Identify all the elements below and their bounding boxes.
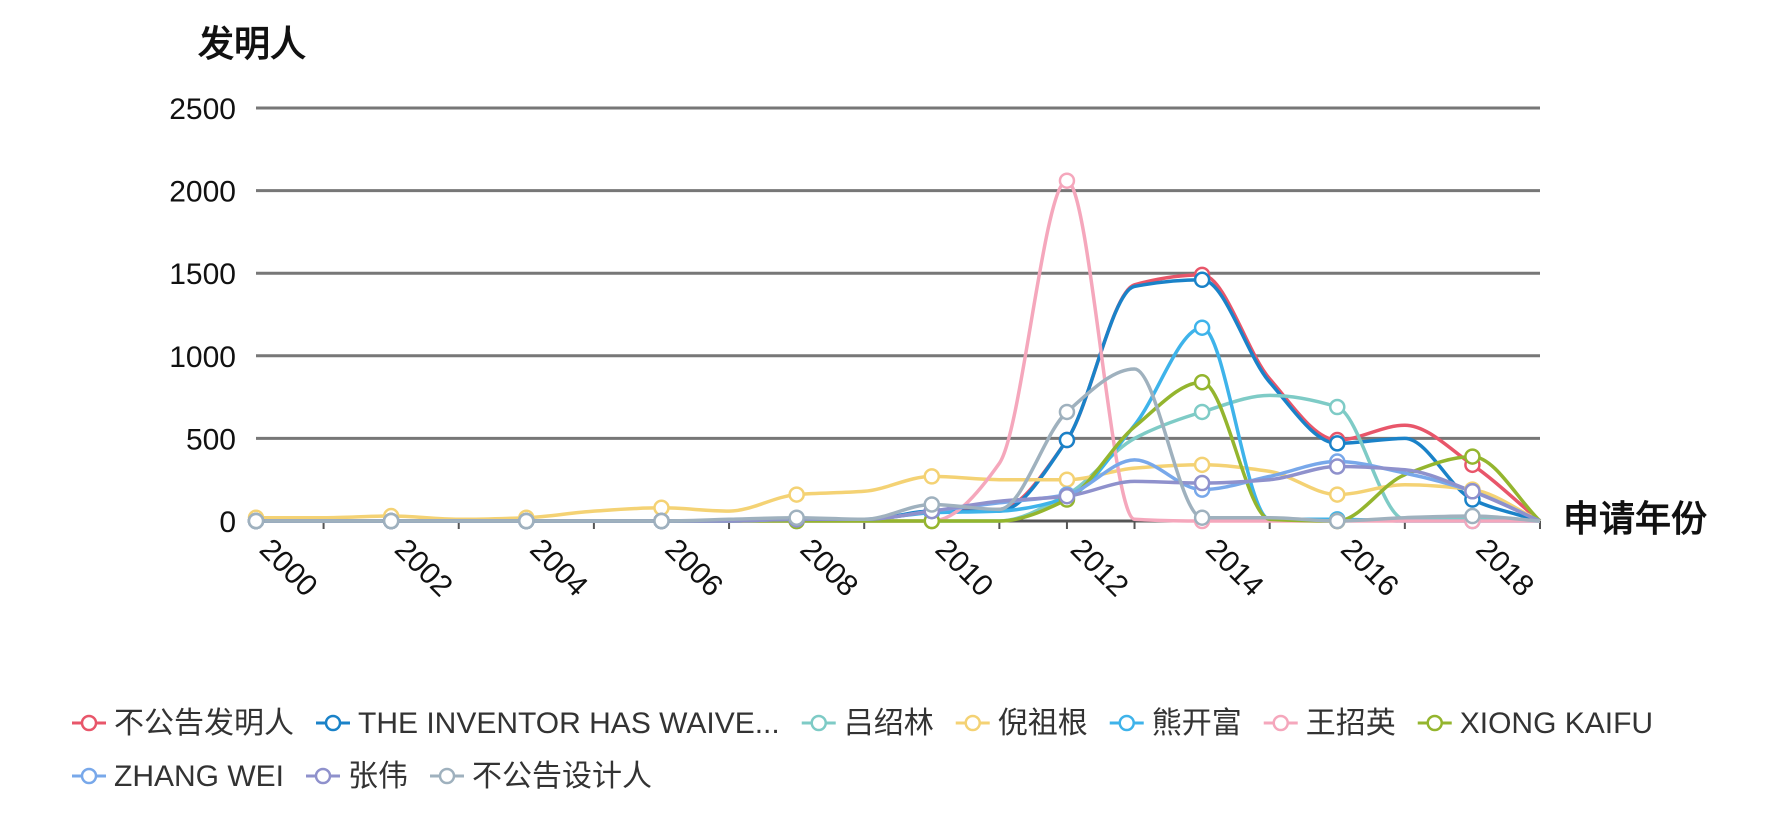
- y-tick-label: 500: [186, 423, 236, 456]
- series-line-6[interactable]: [256, 382, 1540, 521]
- legend-marker: [440, 769, 454, 783]
- x-tick-label: 2014: [1199, 533, 1270, 604]
- legend-marker: [82, 769, 96, 783]
- data-point[interactable]: [1195, 405, 1209, 419]
- legend-marker: [316, 769, 330, 783]
- grid-lines: [256, 108, 1540, 521]
- legend-label: THE INVENTOR HAS WAIVE...: [358, 707, 780, 740]
- data-point[interactable]: [654, 514, 668, 528]
- legend-marker: [1120, 716, 1134, 730]
- series-line-5[interactable]: [256, 181, 1540, 521]
- data-point[interactable]: [1330, 436, 1344, 450]
- legend-label: 不公告设计人: [472, 760, 652, 793]
- x-tick-label: 2018: [1469, 533, 1540, 604]
- legend-item[interactable]: 吕绍林: [802, 707, 934, 740]
- data-point[interactable]: [1060, 489, 1074, 503]
- data-point[interactable]: [1195, 375, 1209, 389]
- data-point[interactable]: [1060, 405, 1074, 419]
- series-line-2[interactable]: [256, 395, 1540, 521]
- x-tick-label: 2016: [1334, 533, 1405, 604]
- x-tick-label: 2010: [929, 533, 1000, 604]
- legend-item[interactable]: 不公告设计人: [430, 760, 652, 793]
- data-point[interactable]: [1465, 450, 1479, 464]
- legend-marker: [1274, 716, 1288, 730]
- legend-label: 不公告发明人: [114, 707, 294, 740]
- data-point[interactable]: [1195, 511, 1209, 525]
- data-point[interactable]: [654, 501, 668, 515]
- y-tick-label: 2500: [169, 93, 236, 126]
- data-point[interactable]: [384, 514, 398, 528]
- data-point[interactable]: [790, 511, 804, 525]
- series-line-9[interactable]: [256, 369, 1540, 521]
- legend-item[interactable]: ZHANG WEI: [72, 760, 284, 793]
- data-point[interactable]: [1060, 433, 1074, 447]
- x-tick-label: 2012: [1064, 533, 1135, 604]
- legend-label: XIONG KAIFU: [1460, 707, 1653, 740]
- legend-label: 倪祖根: [998, 707, 1088, 740]
- x-axis-title: 申请年份: [1563, 498, 1707, 539]
- data-point[interactable]: [925, 469, 939, 483]
- legend-label: 吕绍林: [844, 707, 934, 740]
- legend-item[interactable]: 熊开富: [1110, 707, 1242, 740]
- legend-item[interactable]: 不公告发明人: [72, 707, 294, 740]
- legend-marker: [82, 716, 96, 730]
- data-point[interactable]: [1060, 174, 1074, 188]
- data-point[interactable]: [1195, 458, 1209, 472]
- legend-marker: [326, 716, 340, 730]
- x-tick-label: 2000: [253, 533, 324, 604]
- legend-label: 张伟: [348, 760, 408, 793]
- legend-item[interactable]: XIONG KAIFU: [1418, 707, 1653, 740]
- legend-item[interactable]: 倪祖根: [956, 707, 1088, 740]
- data-point[interactable]: [1465, 509, 1479, 523]
- data-point[interactable]: [1330, 488, 1344, 502]
- data-point[interactable]: [1465, 484, 1479, 498]
- y-axis-title: 发明人: [198, 23, 306, 64]
- legend-marker: [966, 716, 980, 730]
- data-point[interactable]: [1195, 321, 1209, 335]
- legend-item[interactable]: 张伟: [306, 760, 408, 793]
- x-tick-label: 2002: [388, 533, 459, 604]
- data-point[interactable]: [1195, 476, 1209, 490]
- data-point[interactable]: [925, 497, 939, 511]
- x-tick-label: 2006: [659, 533, 730, 604]
- y-tick-label: 1500: [169, 258, 236, 291]
- data-point[interactable]: [1330, 514, 1344, 528]
- data-point[interactable]: [790, 488, 804, 502]
- legend-label: 王招英: [1306, 707, 1396, 740]
- y-tick-label: 0: [219, 506, 236, 539]
- legend-marker: [812, 716, 826, 730]
- data-point[interactable]: [1195, 273, 1209, 287]
- data-point[interactable]: [1330, 400, 1344, 414]
- x-tick-label: 2008: [794, 533, 865, 604]
- data-point[interactable]: [1330, 459, 1344, 473]
- data-point[interactable]: [249, 514, 263, 528]
- data-point[interactable]: [1060, 473, 1074, 487]
- x-tick-label: 2004: [523, 533, 594, 604]
- legend-marker: [1428, 716, 1442, 730]
- legend-label: ZHANG WEI: [114, 760, 284, 793]
- y-tick-label: 2000: [169, 176, 236, 209]
- legend[interactable]: 不公告发明人 THE INVENTOR HAS WAIVE... 吕绍林 倪祖根 熊开富…: [72, 707, 1653, 793]
- legend-item[interactable]: THE INVENTOR HAS WAIVE...: [316, 707, 780, 740]
- data-point[interactable]: [519, 514, 533, 528]
- legend-label: 熊开富: [1152, 707, 1242, 740]
- series-lines: [256, 181, 1540, 521]
- legend-item[interactable]: 王招英: [1264, 707, 1396, 740]
- y-tick-label: 1000: [169, 341, 236, 374]
